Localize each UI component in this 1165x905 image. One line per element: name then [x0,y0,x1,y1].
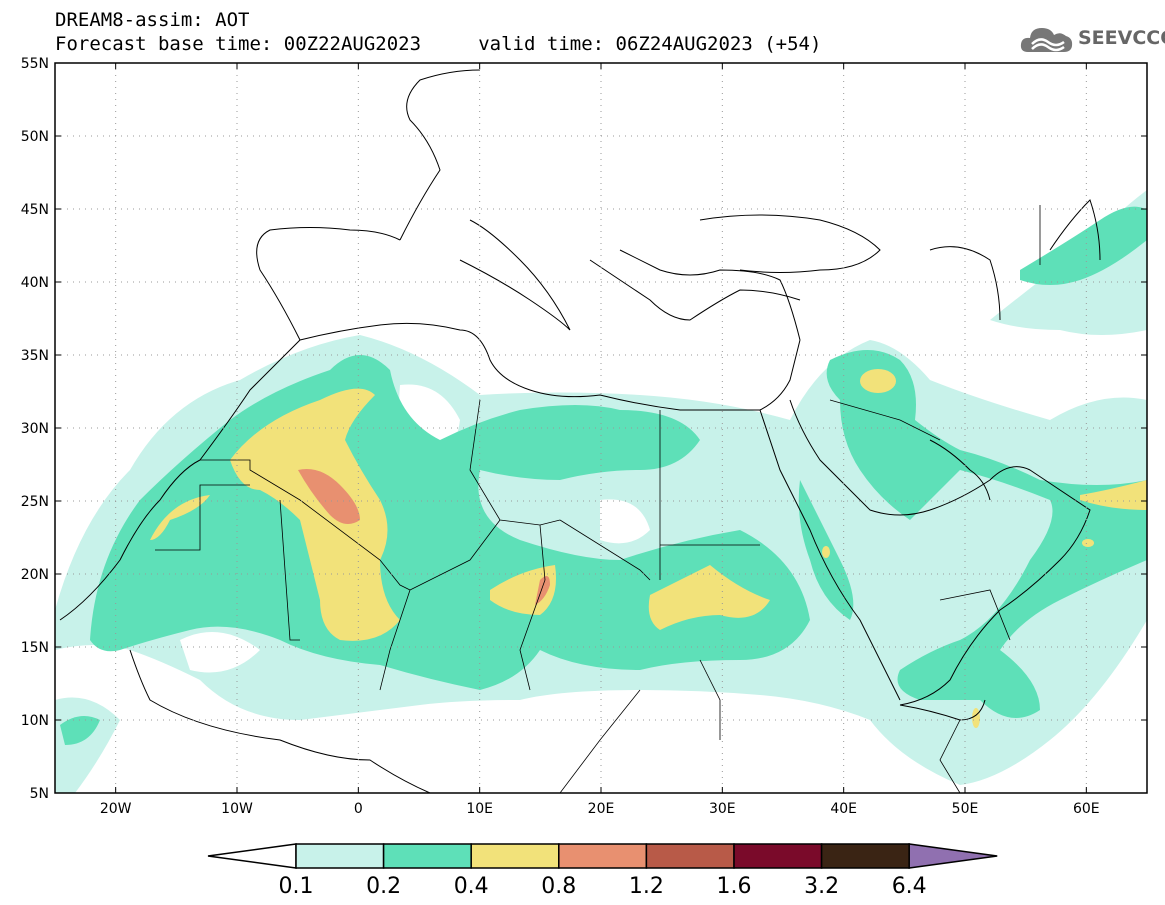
lat-label: 35N [21,348,49,364]
colorbar-box [470,843,560,869]
lat-label: 40N [21,275,49,291]
lon-label: 10E [466,801,493,817]
axis-ticks [55,62,1147,794]
colorbar-box [645,843,735,869]
logo-text: SEEVCCC [1078,27,1165,49]
aot-shading [55,190,1147,793]
colorbar-box [295,843,385,869]
lat-label: 30N [21,421,49,437]
colorbar-label: 1.2 [629,874,664,899]
colorbar-label: 0.8 [541,874,576,899]
colorbar-label: 1.6 [717,874,752,899]
colorbar: 0.1 0.2 0.4 0.8 1.2 1.6 3.2 6.4 [207,843,998,899]
lat-label: 20N [21,567,49,583]
gridlines [55,63,1147,793]
map-title: DREAM8-assim: AOT [55,9,250,31]
cloud-icon [1020,28,1073,52]
lon-label: 20E [588,801,615,817]
lat-label: 55N [21,56,49,72]
colorbar-label: 3.2 [804,874,839,899]
coastlines [59,69,1101,793]
seevccc-logo: SEEVCCC [1018,20,1165,60]
lon-label: 20W [100,801,132,817]
lon-label: 0 [354,801,363,817]
lon-label: 40E [830,801,857,817]
colorbar-label: 0.1 [279,874,314,899]
lon-label: 10W [221,801,253,817]
lon-label: 30E [709,801,736,817]
lat-label: 5N [30,786,49,802]
colorbar-box [382,843,472,869]
colorbar-label: 0.2 [366,874,401,899]
lat-label: 50N [21,129,49,145]
country-borders [155,205,1041,793]
lat-label: 15N [21,640,49,656]
forecast-time-line: Forecast base time: 00Z22AUG2023 valid t… [55,33,822,55]
colorbar-over-arrow [908,843,998,869]
lon-labels: 20W 10W 0 10E 20E 30E 40E 50E 60E [100,801,1100,817]
colorbar-label: 0.4 [454,874,489,899]
colorbar-box [820,843,910,869]
lon-label: 50E [952,801,979,817]
colorbar-label: 6.4 [892,874,927,899]
lon-label: 60E [1073,801,1100,817]
colorbar-box [733,843,823,869]
colorbar-box [558,843,648,869]
lat-label: 10N [21,713,49,729]
lat-label: 45N [21,202,49,218]
colorbar-under-arrow [207,843,297,869]
lat-labels: 5N 10N 15N 20N 25N 30N 35N 40N 45N 50N 55N [21,56,49,802]
lat-label: 25N [21,494,49,510]
aot-level-0-4 [150,369,1147,728]
